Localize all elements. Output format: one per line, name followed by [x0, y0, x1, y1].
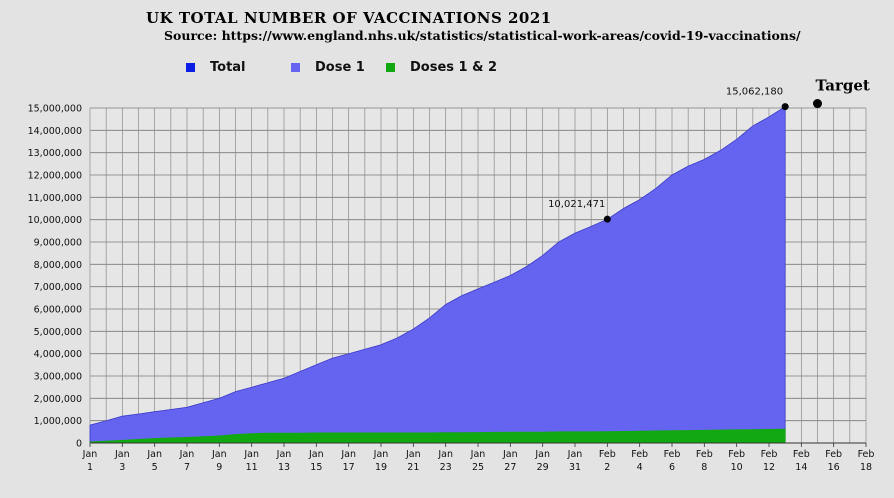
x-tick-date: 14: [795, 462, 807, 473]
x-tick-date: 5: [152, 462, 158, 473]
x-tick-date: 2: [604, 462, 610, 473]
y-tick-label: 15,000,000: [28, 104, 82, 115]
y-tick-label: 11,000,000: [28, 193, 82, 204]
y-tick-label: 3,000,000: [34, 372, 82, 383]
x-tick-date: 7: [184, 462, 190, 473]
x-tick-date: 13: [278, 462, 290, 473]
y-tick-label: 5,000,000: [34, 327, 82, 338]
x-tick-date: 19: [375, 462, 387, 473]
x-tick-month: Jan: [276, 449, 292, 460]
x-tick-month: Jan: [373, 449, 389, 460]
x-tick-month: Jan: [243, 449, 259, 460]
chart-source: Source: https://www.england.nhs.uk/stati…: [164, 28, 801, 43]
x-tick-month: Feb: [825, 449, 842, 460]
x-tick-month: Jan: [308, 449, 324, 460]
x-tick-date: 10: [731, 462, 743, 473]
legend: Total Dose 1 Doses 1 & 2: [0, 60, 894, 76]
annotation-point: [781, 103, 789, 111]
legend-label-dose1: Dose 1: [315, 60, 365, 75]
x-tick-date: 18: [860, 462, 872, 473]
x-tick-month: Jan: [340, 449, 356, 460]
x-tick-date: 15: [310, 462, 322, 473]
y-tick-label: 4,000,000: [34, 349, 82, 360]
y-tick-label: 8,000,000: [34, 260, 82, 271]
legend-label-doses12: Doses 1 & 2: [410, 60, 498, 75]
y-tick-label: 13,000,000: [28, 148, 82, 159]
x-tick-month: Feb: [728, 449, 745, 460]
y-tick-label: 2,000,000: [34, 394, 82, 405]
x-tick-date: 9: [216, 462, 222, 473]
x-tick-date: 11: [246, 462, 258, 473]
x-tick-date: 6: [669, 462, 675, 473]
area-doses12: [89, 428, 786, 444]
x-tick-month: Feb: [793, 449, 810, 460]
x-tick-date: 25: [472, 462, 484, 473]
x-tick-date: 1: [87, 462, 93, 473]
x-tick-date: 17: [343, 462, 355, 473]
x-tick-month: Jan: [470, 449, 486, 460]
x-tick-month: Jan: [114, 449, 130, 460]
x-tick-month: Jan: [405, 449, 421, 460]
legend-swatch-doses12: [386, 63, 395, 72]
x-tick-month: Jan: [211, 449, 227, 460]
y-tick-label: 14,000,000: [28, 126, 82, 137]
y-tick-label: 9,000,000: [34, 238, 82, 249]
legend-item-doses12: Doses 1 & 2: [386, 60, 497, 75]
legend-swatch-total: [186, 63, 195, 72]
x-tick-month: Feb: [858, 449, 875, 460]
legend-item-total: Total: [186, 60, 246, 75]
y-tick-label: 6,000,000: [34, 305, 82, 316]
x-tick-month: Jan: [179, 449, 195, 460]
y-tick-label: 10,000,000: [28, 215, 82, 226]
x-tick-date: 23: [440, 462, 452, 473]
x-tick-month: Jan: [82, 449, 98, 460]
x-tick-month: Feb: [696, 449, 713, 460]
x-tick-date: 8: [701, 462, 707, 473]
x-tick-date: 31: [569, 462, 581, 473]
x-tick-month: Jan: [502, 449, 518, 460]
legend-swatch-dose1: [291, 63, 300, 72]
x-tick-month: Feb: [599, 449, 616, 460]
x-tick-date: 3: [119, 462, 125, 473]
x-tick-month: Jan: [437, 449, 453, 460]
target-label: Target: [816, 77, 870, 95]
x-tick-month: Feb: [664, 449, 681, 460]
legend-label-total: Total: [210, 60, 246, 75]
annotation-label: 10,021,471: [548, 199, 605, 210]
x-tick-date: 4: [637, 462, 643, 473]
x-tick-date: 27: [504, 462, 516, 473]
y-tick-label: 7,000,000: [34, 282, 82, 293]
x-tick-month: Jan: [534, 449, 550, 460]
x-tick-date: 21: [407, 462, 419, 473]
y-tick-label: 1,000,000: [34, 416, 82, 427]
y-tick-label: 0: [76, 439, 82, 450]
x-tick-month: Feb: [761, 449, 778, 460]
x-tick-month: Feb: [631, 449, 648, 460]
x-tick-date: 12: [763, 462, 775, 473]
y-tick-label: 12,000,000: [28, 171, 82, 182]
x-tick-month: Jan: [146, 449, 162, 460]
x-tick-date: 29: [537, 462, 549, 473]
x-tick-month: Jan: [567, 449, 583, 460]
target-marker: [813, 99, 822, 109]
area-dose1: [89, 105, 786, 444]
legend-item-dose1: Dose 1: [291, 60, 365, 75]
annotation-point: [603, 215, 611, 223]
annotation-label: 15,062,180: [726, 87, 783, 98]
x-tick-date: 16: [828, 462, 840, 473]
chart-title: UK TOTAL NUMBER OF VACCINATIONS 2021: [146, 9, 552, 27]
